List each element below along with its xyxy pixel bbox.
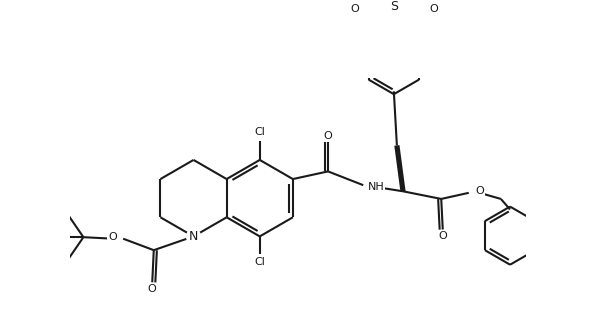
Text: Cl: Cl [254,127,265,137]
Text: O: O [350,4,359,14]
Text: Cl: Cl [254,257,265,267]
Text: N: N [189,230,198,243]
Text: O: O [429,4,437,14]
Text: NH: NH [368,182,384,192]
Text: O: O [439,231,447,241]
Text: O: O [108,232,117,242]
Text: O: O [148,284,157,294]
Text: O: O [475,186,483,196]
Text: S: S [390,0,398,14]
Text: O: O [324,131,333,141]
